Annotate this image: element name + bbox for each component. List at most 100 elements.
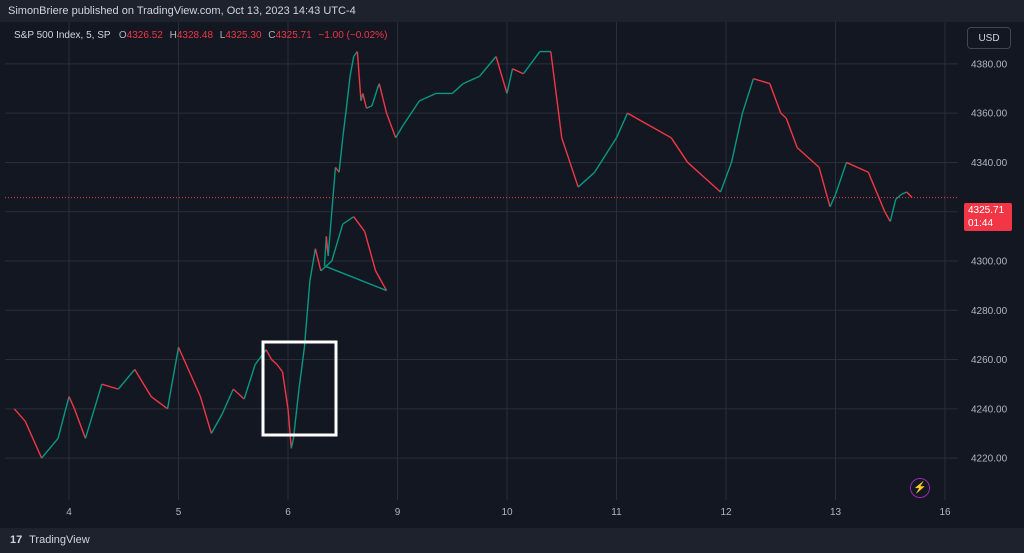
price-segment bbox=[670, 137, 689, 163]
price-segment bbox=[594, 137, 618, 173]
price-segment bbox=[382, 98, 388, 114]
price-segment bbox=[331, 223, 344, 262]
tradingview-logo-icon[interactable]: 17 bbox=[10, 534, 23, 546]
chart-area[interactable]: 4220.004240.004260.004280.004300.004320.… bbox=[0, 22, 1024, 528]
price-segment bbox=[780, 112, 787, 119]
price-segment bbox=[550, 51, 563, 138]
price-segment bbox=[298, 347, 306, 390]
price-segment bbox=[276, 364, 284, 373]
price-segment bbox=[703, 176, 721, 193]
currency-button[interactable]: USD bbox=[967, 27, 1011, 49]
price-segment bbox=[769, 83, 782, 114]
price-segment bbox=[730, 113, 744, 163]
price-segment bbox=[221, 388, 234, 415]
price-segment bbox=[292, 389, 300, 439]
time-tick-label: 5 bbox=[176, 507, 182, 518]
open-key: O bbox=[118, 30, 127, 41]
price-segment bbox=[389, 122, 393, 129]
last-price-tag: 4325.71 01:44 bbox=[964, 203, 1012, 231]
lightning-icon[interactable]: ⚡ bbox=[910, 478, 930, 498]
price-series bbox=[5, 50, 958, 459]
price-segment bbox=[327, 211, 333, 257]
price-segment bbox=[834, 162, 848, 195]
price-segment bbox=[101, 383, 119, 390]
price-segment bbox=[363, 231, 377, 272]
price-segment bbox=[345, 76, 351, 109]
price-segment bbox=[349, 56, 355, 77]
price-tick-label: 4340.00 bbox=[971, 158, 1008, 169]
price-segment bbox=[356, 51, 362, 101]
price-segment bbox=[188, 371, 202, 397]
symbol-legend[interactable]: S&P 500 Index, 5, SP O4326.52 H4328.48 L… bbox=[14, 30, 391, 41]
price-segment bbox=[829, 194, 837, 208]
close-key: C bbox=[268, 30, 276, 41]
price-segment bbox=[867, 172, 886, 212]
price-segment bbox=[506, 68, 514, 94]
price-segment bbox=[290, 438, 295, 449]
high-value: 4328.48 bbox=[176, 30, 214, 41]
price-segment bbox=[303, 280, 311, 348]
price-segment bbox=[68, 396, 76, 410]
price-tick-label: 4360.00 bbox=[971, 109, 1008, 120]
symbol-name: S&P 500 Index, 5, SP bbox=[14, 30, 111, 41]
price-segment bbox=[385, 112, 391, 124]
highlight-box bbox=[261, 340, 338, 437]
price-segment bbox=[199, 396, 213, 434]
price-segment bbox=[243, 364, 256, 400]
price-segment bbox=[271, 359, 278, 366]
price-segment bbox=[906, 191, 913, 199]
price-segment bbox=[402, 100, 420, 126]
low-value: 4325.30 bbox=[225, 30, 262, 41]
price-segment bbox=[134, 369, 152, 397]
price-tick-label: 4300.00 bbox=[971, 257, 1008, 268]
price-axis[interactable]: 4220.004240.004260.004280.004300.004320.… bbox=[971, 59, 1008, 464]
price-segment bbox=[627, 112, 650, 127]
price-segment bbox=[900, 191, 907, 196]
price-segment bbox=[561, 137, 579, 188]
price-segment bbox=[177, 346, 191, 373]
price-segment bbox=[353, 216, 366, 232]
price-segment bbox=[338, 137, 344, 173]
price-segment bbox=[419, 92, 437, 102]
price-segment bbox=[395, 125, 404, 139]
time-tick-label: 16 bbox=[939, 507, 951, 518]
price-segment bbox=[719, 162, 733, 193]
price-segment bbox=[232, 388, 245, 400]
price-segment bbox=[366, 105, 373, 109]
price-segment bbox=[13, 408, 26, 422]
open-value: 4326.52 bbox=[126, 30, 163, 41]
price-segment bbox=[324, 265, 387, 292]
price-segment bbox=[495, 56, 508, 94]
footer-bar: 17 TradingView bbox=[0, 528, 1024, 553]
price-segment bbox=[687, 161, 705, 178]
price-segment bbox=[615, 112, 629, 139]
price-segment bbox=[41, 437, 59, 459]
price-segment bbox=[462, 75, 480, 85]
time-axis[interactable]: 4 5 6 9 10 11 12 13 16 bbox=[66, 507, 951, 518]
price-segment bbox=[265, 349, 273, 360]
price-segment bbox=[512, 68, 524, 75]
published-header: SimonBriere published on TradingView.com… bbox=[0, 0, 1024, 22]
price-segment bbox=[649, 124, 672, 139]
low-key: L bbox=[219, 30, 226, 41]
brand-name[interactable]: TradingView bbox=[29, 534, 90, 546]
price-segment bbox=[323, 236, 328, 266]
price-change: −1.00 (−0.02%) bbox=[318, 30, 388, 41]
time-tick-label: 12 bbox=[720, 507, 732, 518]
price-segment bbox=[451, 83, 464, 94]
price-segment bbox=[287, 408, 292, 449]
price-segment bbox=[846, 161, 858, 169]
price-segment bbox=[314, 248, 322, 272]
price-segment bbox=[895, 193, 902, 200]
price-segment bbox=[796, 147, 820, 168]
price-tick-label: 4220.00 bbox=[971, 454, 1008, 465]
price-segment bbox=[884, 211, 891, 222]
price-chart[interactable]: 4220.004240.004260.004280.004300.004320.… bbox=[0, 22, 1024, 528]
close-value: 4325.71 bbox=[275, 30, 312, 41]
price-segment bbox=[857, 166, 869, 173]
price-segment bbox=[84, 383, 103, 439]
price-segment bbox=[818, 167, 831, 207]
price-segment bbox=[577, 171, 596, 188]
price-segment bbox=[371, 88, 379, 106]
time-tick-label: 4 bbox=[66, 507, 72, 518]
